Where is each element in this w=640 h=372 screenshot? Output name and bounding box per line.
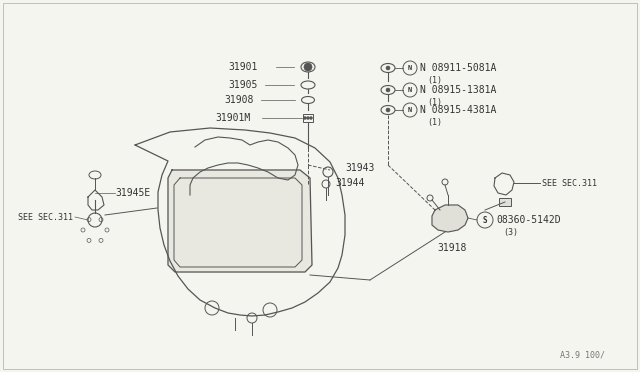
Text: 31905: 31905 [228,80,257,90]
Text: (3): (3) [503,228,518,237]
Text: A3.9 100/: A3.9 100/ [560,350,605,359]
Circle shape [310,116,312,119]
Text: N: N [408,65,412,71]
Text: 31908: 31908 [224,95,253,105]
Circle shape [303,116,307,119]
Circle shape [386,88,390,92]
Text: 31901: 31901 [228,62,257,72]
Polygon shape [432,205,468,232]
Circle shape [307,116,310,119]
Circle shape [386,108,390,112]
Text: N 08911-5081A: N 08911-5081A [420,63,497,73]
Text: S: S [483,215,487,224]
Circle shape [304,63,312,71]
Text: 31945E: 31945E [115,188,150,198]
Text: N: N [408,87,412,93]
Bar [303,114,313,122]
Text: 08360-5142D: 08360-5142D [496,215,561,225]
Text: 31918: 31918 [437,243,467,253]
Text: SEE SEC.311: SEE SEC.311 [542,179,597,187]
Text: SEE SEC.311: SEE SEC.311 [18,212,73,221]
Text: N: N [408,107,412,113]
Text: N 08915-1381A: N 08915-1381A [420,85,497,95]
Text: (1): (1) [427,97,442,106]
Text: N 08915-4381A: N 08915-4381A [420,105,497,115]
Bar [499,198,511,206]
Text: 31901M: 31901M [215,113,250,123]
Circle shape [386,66,390,70]
Text: 31943: 31943 [345,163,374,173]
Polygon shape [168,170,312,272]
Text: (1): (1) [427,76,442,84]
Text: (1): (1) [427,118,442,126]
Text: 31944: 31944 [335,178,364,188]
